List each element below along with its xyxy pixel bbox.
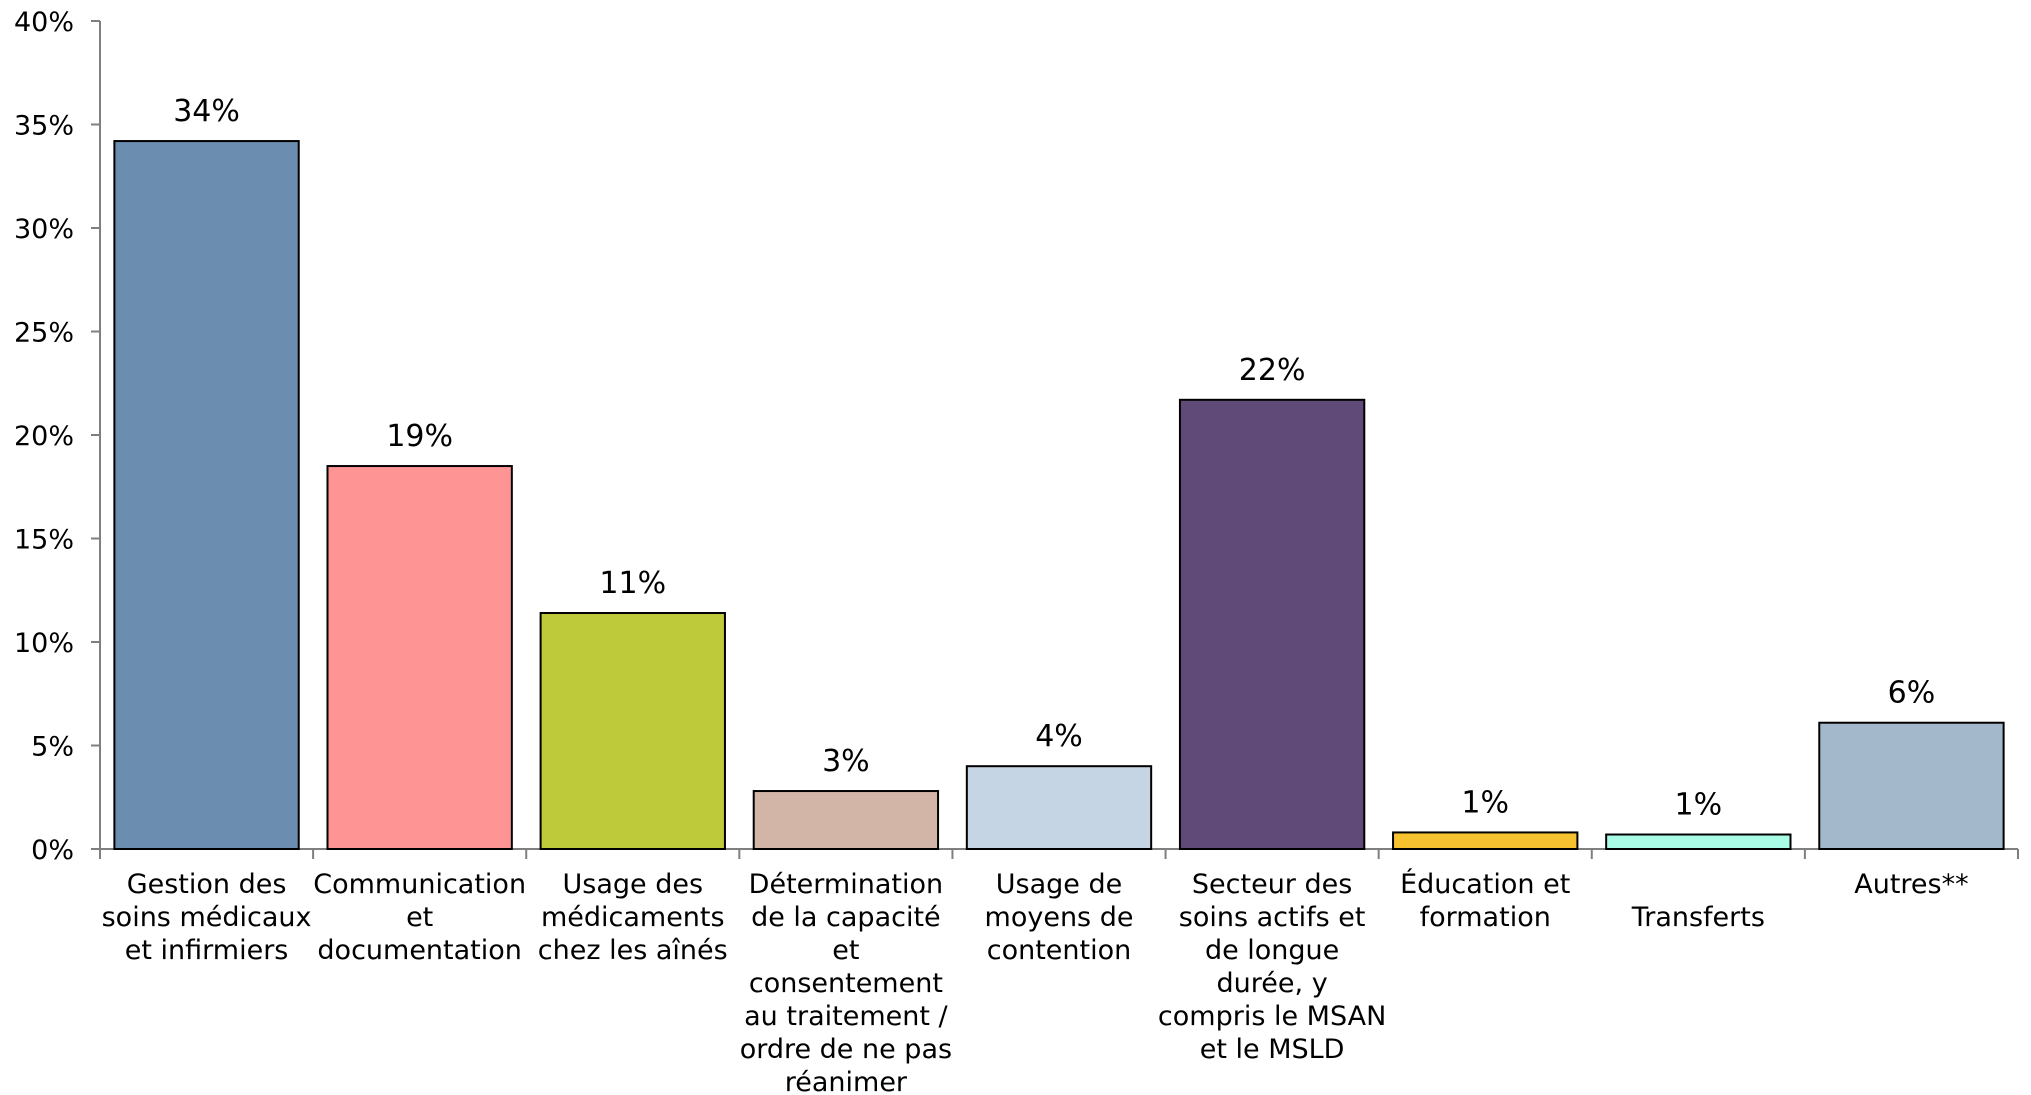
- data-label: 19%: [386, 419, 453, 454]
- data-label: 34%: [173, 94, 240, 129]
- y-tick-label: 5%: [31, 732, 74, 763]
- y-tick-label: 0%: [31, 835, 74, 866]
- bar: [965, 765, 1153, 851]
- category-label: Transferts: [1631, 902, 1765, 933]
- bar: [1818, 721, 2005, 850]
- data-label: 1%: [1461, 785, 1509, 820]
- bar: [113, 140, 300, 850]
- bars: [113, 140, 2005, 851]
- data-label: 22%: [1239, 353, 1306, 388]
- x-axis: [99, 848, 2019, 859]
- category-label: Communication et documentation: [313, 869, 526, 966]
- category-label: Éducation et formation: [1400, 868, 1570, 933]
- category-label: Gestion des soins médicaux et infirmiers: [102, 869, 312, 966]
- y-axis: 0% 5% 10% 15% 20% 25% 30% 35% 40%: [14, 7, 101, 866]
- y-tick-label: 10%: [14, 628, 74, 659]
- bar: [326, 465, 513, 850]
- category-labels: Gestion des soins médicaux et infirmiersCo…: [102, 868, 1969, 1095]
- bar: [1605, 833, 1792, 851]
- category-label: Secteur des soins actifs et de longue durée…: [1158, 869, 1386, 1065]
- category-label: Détermination de la capacité et consentemen…: [740, 869, 952, 1095]
- category-label: Autres**: [1854, 869, 1968, 900]
- bar: [1392, 831, 1579, 851]
- data-label: 4%: [1035, 719, 1083, 754]
- y-tick-label: 30%: [14, 214, 74, 245]
- data-labels: 34% 19% 11% 3% 4% 22% 1% 1% 6%: [173, 94, 1935, 822]
- bar: [752, 790, 940, 850]
- data-label: 11%: [599, 566, 666, 601]
- y-tick-label: 25%: [14, 318, 74, 349]
- bar: [539, 612, 726, 851]
- y-tick-label: 35%: [14, 111, 74, 142]
- bar: [1178, 398, 1366, 850]
- y-tick-label: 20%: [14, 421, 74, 452]
- data-label: 1%: [1675, 788, 1723, 823]
- category-label: Usage de moyens de contention: [985, 869, 1134, 966]
- data-label: 3%: [822, 744, 870, 779]
- y-tick-label: 40%: [14, 7, 74, 38]
- category-label: Usage des médicaments chez les aînés: [538, 869, 728, 966]
- y-tick-label: 15%: [14, 525, 74, 556]
- data-label: 6%: [1888, 676, 1936, 711]
